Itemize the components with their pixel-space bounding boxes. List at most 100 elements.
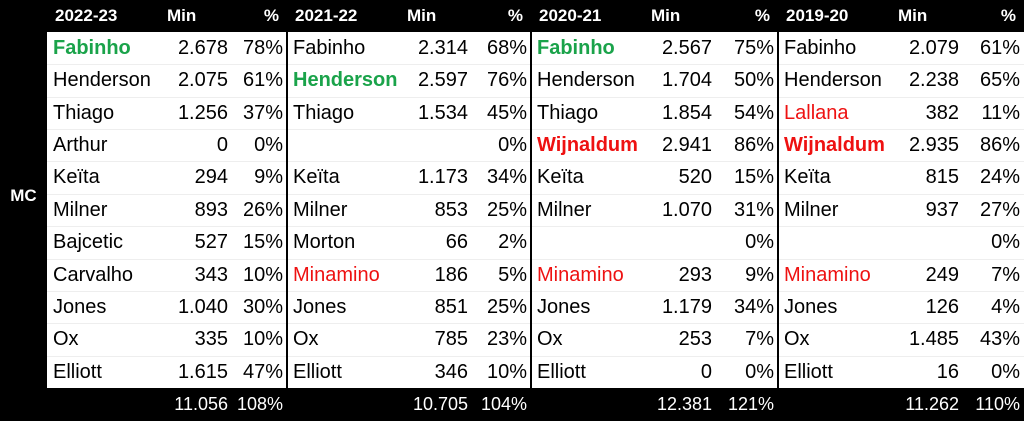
- row-line: [287, 64, 531, 66]
- total-minutes: 10.705: [412, 394, 468, 414]
- percent: 76%: [486, 69, 527, 92]
- percent: 10%: [242, 328, 283, 351]
- player-name: Fabinho: [784, 37, 857, 59]
- row-line: [531, 129, 778, 131]
- row-line: [778, 323, 1024, 325]
- row-line: [531, 323, 778, 325]
- row-line: [778, 64, 1024, 66]
- minutes: 2.597: [417, 69, 468, 92]
- row-line: [287, 355, 531, 357]
- player-name: Carvalho: [53, 263, 134, 286]
- season-header: 2021-22: [295, 6, 358, 25]
- row-line: [531, 355, 778, 357]
- player-name: Keïta: [537, 166, 584, 189]
- minutes: 1.179: [661, 295, 712, 318]
- row-line: [531, 258, 778, 260]
- player-name: Henderson: [537, 69, 635, 92]
- player-name: Milner: [293, 198, 348, 221]
- total-percent: 104%: [480, 394, 527, 414]
- player-name: Henderson: [784, 69, 882, 92]
- pct-header: %: [754, 6, 770, 25]
- minutes: 16: [936, 360, 959, 383]
- pct-header: %: [1000, 6, 1016, 25]
- percent: 10%: [242, 263, 283, 286]
- minutes: 785: [434, 328, 468, 351]
- percent: 75%: [733, 37, 774, 59]
- minutes: 253: [678, 328, 712, 351]
- footer-bar: [0, 388, 1024, 421]
- minutes: 815: [925, 166, 959, 189]
- row-line: [47, 226, 287, 228]
- minutes: 2.935: [908, 134, 959, 157]
- minutes: 1.615: [177, 360, 228, 383]
- minutes: 1.070: [661, 198, 712, 221]
- minutes: 893: [194, 198, 228, 221]
- minutes: 2.678: [177, 37, 228, 59]
- row-line: [47, 64, 287, 66]
- player-name: Jones: [537, 295, 591, 318]
- player-name: Bajcetic: [53, 231, 124, 254]
- player-name: Wijnaldum: [537, 134, 638, 157]
- percent: 54%: [733, 101, 774, 124]
- row-line: [531, 161, 778, 163]
- percent: 7%: [991, 263, 1020, 286]
- row-line: [47, 290, 287, 292]
- header-bar: [0, 0, 1024, 32]
- player-name: Henderson: [53, 69, 151, 92]
- total-minutes: 11.056: [174, 394, 228, 414]
- percent: 86%: [979, 134, 1020, 157]
- player-name: Keïta: [784, 166, 831, 189]
- player-name: Elliott: [53, 360, 102, 383]
- percent: 78%: [242, 37, 283, 59]
- block-divider: [530, 0, 532, 421]
- player-name: Keïta: [53, 166, 100, 189]
- percent: 65%: [979, 69, 1020, 92]
- percent: 9%: [745, 263, 774, 286]
- percent: 25%: [486, 295, 527, 318]
- total-percent: 121%: [727, 394, 774, 414]
- minutes: 2.238: [908, 69, 959, 92]
- percent: 0%: [991, 231, 1020, 254]
- percent: 2%: [498, 231, 527, 254]
- percent: 0%: [745, 360, 774, 383]
- player-name: Fabinho: [293, 37, 366, 59]
- player-name: Fabinho: [537, 37, 615, 59]
- player-name: Minamino: [784, 263, 871, 286]
- percent: 61%: [979, 37, 1020, 59]
- player-name: Morton: [293, 231, 356, 254]
- row-line: [287, 290, 531, 292]
- percent: 68%: [486, 37, 527, 59]
- player-name: Milner: [53, 198, 108, 221]
- row-line: [531, 64, 778, 66]
- row-line: [287, 193, 531, 195]
- percent: 47%: [242, 360, 283, 383]
- season-header: 2020-21: [539, 6, 602, 25]
- row-line: [531, 226, 778, 228]
- percent: 23%: [486, 328, 527, 351]
- percent: 24%: [979, 166, 1020, 189]
- row-line: [47, 323, 287, 325]
- player-name: Wijnaldum: [784, 134, 885, 157]
- minutes: 126: [925, 295, 959, 318]
- row-line: [531, 96, 778, 98]
- player-name: Arthur: [53, 134, 108, 157]
- row-line: [778, 226, 1024, 228]
- player-name: Thiago: [293, 101, 355, 124]
- player-name: Ox: [293, 328, 319, 351]
- pct-header: %: [263, 6, 279, 25]
- row-line: [531, 290, 778, 292]
- percent: 5%: [498, 263, 527, 286]
- player-name: Ox: [537, 328, 563, 351]
- minutes: 293: [678, 263, 712, 286]
- row-line: [47, 161, 287, 163]
- player-name: Lallana: [784, 101, 849, 124]
- row-line: [47, 258, 287, 260]
- minutes: 66: [445, 231, 468, 254]
- percent: 7%: [745, 328, 774, 351]
- minutes: 335: [194, 328, 228, 351]
- row-line: [778, 161, 1024, 163]
- minutes: 853: [434, 198, 468, 221]
- minutes: 1.040: [177, 295, 228, 318]
- minutes: 2.075: [177, 69, 228, 92]
- total-minutes: 11.262: [905, 394, 959, 414]
